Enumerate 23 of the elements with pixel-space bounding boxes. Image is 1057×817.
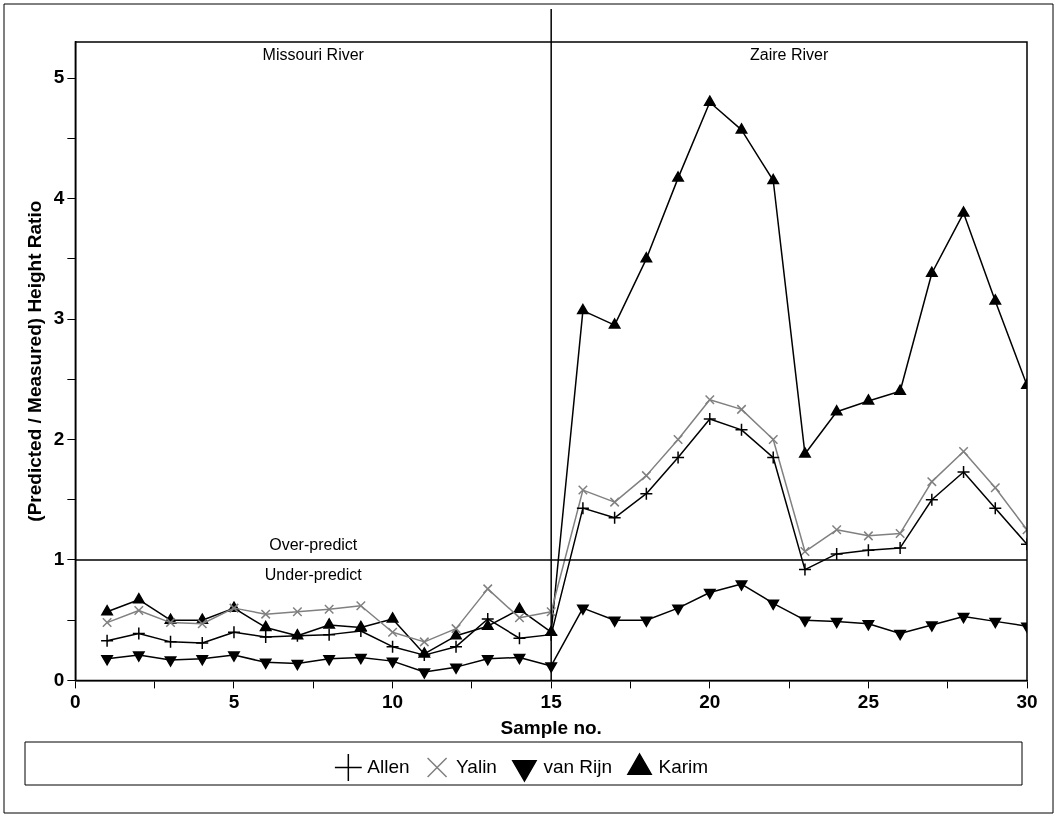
- y-tick-label: 5: [53, 66, 65, 88]
- y-axis-title: (Predicted / Measured) Height Ratio: [23, 200, 45, 522]
- y-tick-label: 2: [53, 427, 65, 449]
- legend-label: Yalin: [456, 755, 497, 777]
- x-tick-label: 20: [699, 691, 721, 713]
- y-tick-label: 4: [53, 186, 65, 208]
- y-tick-label: 3: [53, 307, 65, 329]
- y-tick-label: 0: [53, 668, 65, 690]
- x-tick-label: 25: [857, 691, 880, 713]
- legend-label: Allen: [367, 755, 410, 777]
- x-tick-label: 5: [228, 691, 240, 713]
- annotation: Missouri River: [262, 46, 365, 64]
- x-tick-label: 30: [1016, 691, 1038, 713]
- x-tick-label: 0: [70, 691, 81, 713]
- annotation: Zaire River: [749, 46, 829, 64]
- x-tick-label: 10: [382, 691, 404, 713]
- legend-label: van Rijn: [543, 755, 613, 777]
- annotation: Over-predict: [269, 536, 358, 554]
- y-tick-label: 1: [53, 548, 65, 570]
- x-tick-label: 15: [540, 691, 563, 713]
- x-axis-title: Sample no.: [500, 716, 602, 738]
- annotation: Under-predict: [264, 566, 363, 584]
- legend-label: Karim: [658, 755, 709, 777]
